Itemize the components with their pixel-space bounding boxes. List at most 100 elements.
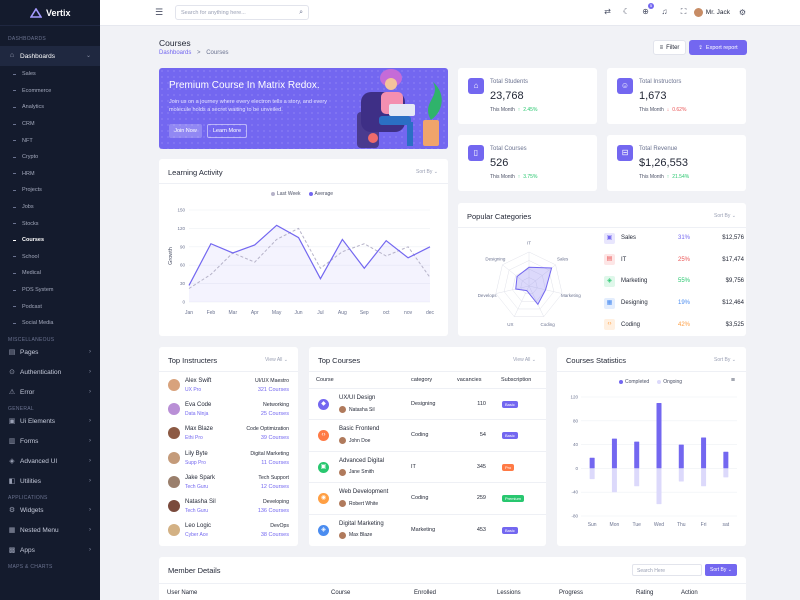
brand[interactable]: Vertix (0, 0, 100, 26)
bar-ongoing (656, 468, 662, 505)
nav-advanced-ui[interactable]: ◈ Advanced UI › (0, 452, 100, 472)
chart-menu-icon[interactable]: ≡ (730, 377, 735, 384)
menu-toggle-icon[interactable]: ☰ (155, 7, 164, 17)
premium-course-banner: Premium Course In Matrix Redox. Join us … (159, 68, 448, 149)
series-area (189, 225, 430, 302)
subscription-badge: Basic (502, 401, 518, 408)
search-icon[interactable]: ⌕ (299, 9, 303, 16)
stat-value: $1,26,553 (639, 157, 688, 169)
nav-nested-menu[interactable]: ▦ Nested Menu › (0, 521, 100, 541)
bar-ongoing (678, 468, 684, 482)
join-now-button[interactable]: Join Now (169, 124, 202, 138)
category-name: Designing (621, 300, 648, 307)
instructor-row[interactable]: Jake Spark Tech Guru Tech Support 12 Course… (168, 474, 289, 496)
course-name: Digital Marketing (339, 520, 384, 527)
instructor-row[interactable]: Eva Code Data Ninja Networking 25 Courses (168, 401, 289, 423)
instructor-name: Max Blaze (185, 426, 214, 433)
x-tick-label: Sep (360, 310, 369, 316)
sidebar-item-medical[interactable]: Medical (0, 265, 100, 282)
sidebar-item-jobs[interactable]: Jobs (0, 199, 100, 216)
search-input[interactable]: Search for anything here... ⌕ (175, 5, 309, 20)
breadcrumb-root[interactable]: Dashboards (159, 50, 192, 56)
filter-button[interactable]: ≡ Filter (653, 40, 686, 55)
sidebar-item-ecommerce[interactable]: Ecommerce (0, 83, 100, 100)
category-name: IT (621, 256, 627, 263)
course-name: UX/UI Design (339, 395, 376, 401)
category-percent: 25% (677, 256, 690, 263)
sidebar-item-sales[interactable]: Sales (0, 66, 100, 83)
header-icons: ⇄ ☾ ⊕ 5 ♫ ⛶ (603, 3, 688, 16)
nested-menu-icon: ▦ (8, 526, 16, 534)
cart-icon[interactable]: ⊕ 5 (642, 3, 654, 16)
gear-icon[interactable]: ⚙ (738, 8, 746, 17)
export-report-button[interactable]: ⇪ Export report (689, 40, 747, 55)
course-name: Basic Frontend (339, 426, 380, 433)
sidebar-item-hrm[interactable]: HRM (0, 166, 100, 183)
instructors-view-all[interactable]: View All ⌄ (264, 357, 288, 363)
sidebar-item-projects[interactable]: Projects (0, 182, 100, 199)
member-search-input[interactable]: Search Here (632, 564, 702, 576)
member-col-course: Course (331, 590, 351, 596)
nav-forms[interactable]: ▥ Forms › (0, 432, 100, 452)
sidebar-item-analytics[interactable]: Analytics (0, 99, 100, 116)
instructor-course-count: 321 Courses (257, 387, 289, 393)
sidebar-item-crypto[interactable]: Crypto (0, 149, 100, 166)
dash-icon (13, 256, 16, 258)
dash-icon (13, 173, 16, 175)
course-author: Max Blaze (339, 531, 372, 539)
table-row[interactable]: ◆ UX/UI Design Natasha Sil Designing 110 Basi… (309, 388, 546, 419)
instructor-row[interactable]: Max Blaze Ethi Pro Code Optimization 39 Cou… (168, 425, 289, 447)
sidebar-item-social-media[interactable]: Social Media (0, 315, 100, 332)
language-icon[interactable]: ⇄ (604, 7, 611, 16)
instructor-name: Natasha Sil (185, 499, 216, 505)
instructor-role: UX Pro (185, 387, 202, 393)
instructor-row[interactable]: Leo Logic Cyber Ace DevOps 38 Courses (168, 522, 289, 544)
dash-icon (13, 156, 16, 158)
sidebar-item-nft[interactable]: NFT (0, 132, 100, 149)
sidebar-item-label: HRM (22, 170, 35, 177)
nav-utilities[interactable]: ◧ Utilities › (0, 472, 100, 492)
notification-bell-icon[interactable]: ♫ (661, 7, 668, 16)
avatar (339, 437, 346, 445)
sidebar-item-pos-system[interactable]: POS System (0, 282, 100, 299)
table-row[interactable]: ▣ Advanced Digital Jane Smith IT 345 Pro (309, 450, 546, 482)
nav-authentication[interactable]: ⊙ Authentication › (0, 363, 100, 383)
nav-pages[interactable]: ▤ Pages › (0, 343, 100, 363)
user-menu[interactable]: Mr. Jack (693, 8, 730, 17)
bar-ongoing (723, 468, 729, 478)
sidebar-item-courses[interactable]: Courses (0, 232, 100, 249)
upload-icon: ⇪ (698, 44, 703, 51)
member-sort-button[interactable]: Sort By ⌄ (705, 564, 737, 576)
nav-error[interactable]: ⚠ Error › (0, 383, 100, 403)
avatar (693, 8, 703, 17)
nav-apps[interactable]: ▩ Apps › (0, 541, 100, 561)
theme-moon-icon[interactable]: ☾ (622, 7, 631, 16)
learn-more-button[interactable]: Learn More (207, 124, 247, 138)
learning-sort-dropdown[interactable]: Sort By ⌄ (416, 169, 438, 175)
instructor-row[interactable]: Alex Swift UX Pro UI/UX Maestro 321 Courses (168, 377, 289, 399)
chevron-right-icon: › (89, 457, 91, 464)
stat-change: This Month ↑ 3.75% (490, 174, 537, 180)
table-row[interactable]: ◉ Web Development Robert White Coding 259 Pre… (309, 482, 546, 513)
nav-widgets[interactable]: ⚙ Widgets › (0, 501, 100, 521)
courses-view-all[interactable]: View All ⌄ (512, 357, 536, 363)
instructor-row[interactable]: Lily Byte Supp Pro Digital Marketing 11 Cou… (168, 450, 289, 472)
sidebar-item-school[interactable]: School (0, 249, 100, 266)
sidebar-item-crm[interactable]: CRM (0, 116, 100, 133)
popular-sort-dropdown[interactable]: Sort By ⌄ (714, 213, 736, 219)
table-row[interactable]: ‹› Basic Frontend John Doe Coding 54 Basic (309, 419, 546, 450)
legend-average-label: Average (314, 191, 334, 197)
stat-period: This Month (490, 174, 515, 180)
sidebar-item-label: Podcast (22, 303, 42, 310)
member-sort-label: Sort By (710, 567, 727, 573)
nav-dashboards[interactable]: ⌂ Dashboards ⌄ (0, 46, 100, 66)
instructor-role: Ethi Pro (185, 435, 203, 442)
sidebar-item-stocks[interactable]: Stocks (0, 215, 100, 232)
table-row[interactable]: ◈ Digital Marketing Max Blaze Marketing 453 B… (309, 513, 546, 545)
sidebar-item-podcast[interactable]: Podcast (0, 298, 100, 315)
stats-sort-dropdown[interactable]: Sort By ⌄ (714, 357, 736, 363)
instructor-row[interactable]: Natasha Sil Tech Guru Developing 136 Course… (168, 498, 289, 520)
nav-ui-elements[interactable]: ▣ Ui Elements › (0, 412, 100, 432)
fullscreen-icon[interactable]: ⛶ (680, 7, 687, 16)
breadcrumb-current: Courses (206, 50, 229, 56)
